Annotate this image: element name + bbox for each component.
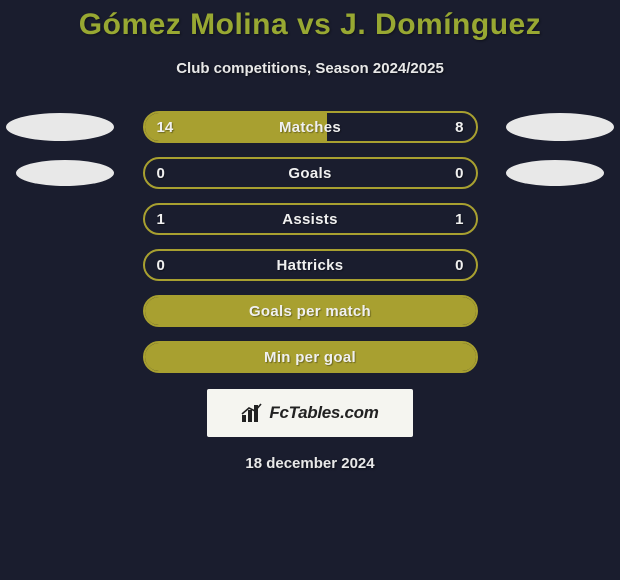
player-ellipse-right <box>506 113 614 141</box>
stat-row: 00Goals <box>0 157 620 189</box>
brand-icon <box>241 403 263 423</box>
stat-bar: 00Hattricks <box>143 249 478 281</box>
stat-row: 00Hattricks <box>0 249 620 281</box>
stat-bar: 148Matches <box>143 111 478 143</box>
player-ellipse-left <box>16 160 114 186</box>
player-ellipse-left <box>6 113 114 141</box>
stat-label: Min per goal <box>145 343 476 371</box>
stat-row: Min per goal <box>0 341 620 373</box>
stat-bar: Min per goal <box>143 341 478 373</box>
stat-label: Assists <box>145 205 476 233</box>
brand-badge: FcTables.com <box>207 389 413 437</box>
stat-bar: 11Assists <box>143 203 478 235</box>
stat-row: 148Matches <box>0 111 620 143</box>
brand-text: FcTables.com <box>269 403 378 423</box>
stat-label: Matches <box>145 113 476 141</box>
comparison-card: Gómez Molina vs J. Domínguez Club compet… <box>0 0 620 472</box>
stat-label: Goals per match <box>145 297 476 325</box>
player-ellipse-right <box>506 160 604 186</box>
stat-bar: 00Goals <box>143 157 478 189</box>
stat-row: Goals per match <box>0 295 620 327</box>
stats-rows: 148Matches 00Goals 11Assists 00Hattricks Goa… <box>0 111 620 373</box>
page-title: Gómez Molina vs J. Domínguez <box>0 8 620 42</box>
stat-row: 11Assists <box>0 203 620 235</box>
stat-label: Hattricks <box>145 251 476 279</box>
stat-bar: Goals per match <box>143 295 478 327</box>
stat-label: Goals <box>145 159 476 187</box>
footer-date: 18 december 2024 <box>0 455 620 472</box>
subtitle: Club competitions, Season 2024/2025 <box>0 60 620 77</box>
